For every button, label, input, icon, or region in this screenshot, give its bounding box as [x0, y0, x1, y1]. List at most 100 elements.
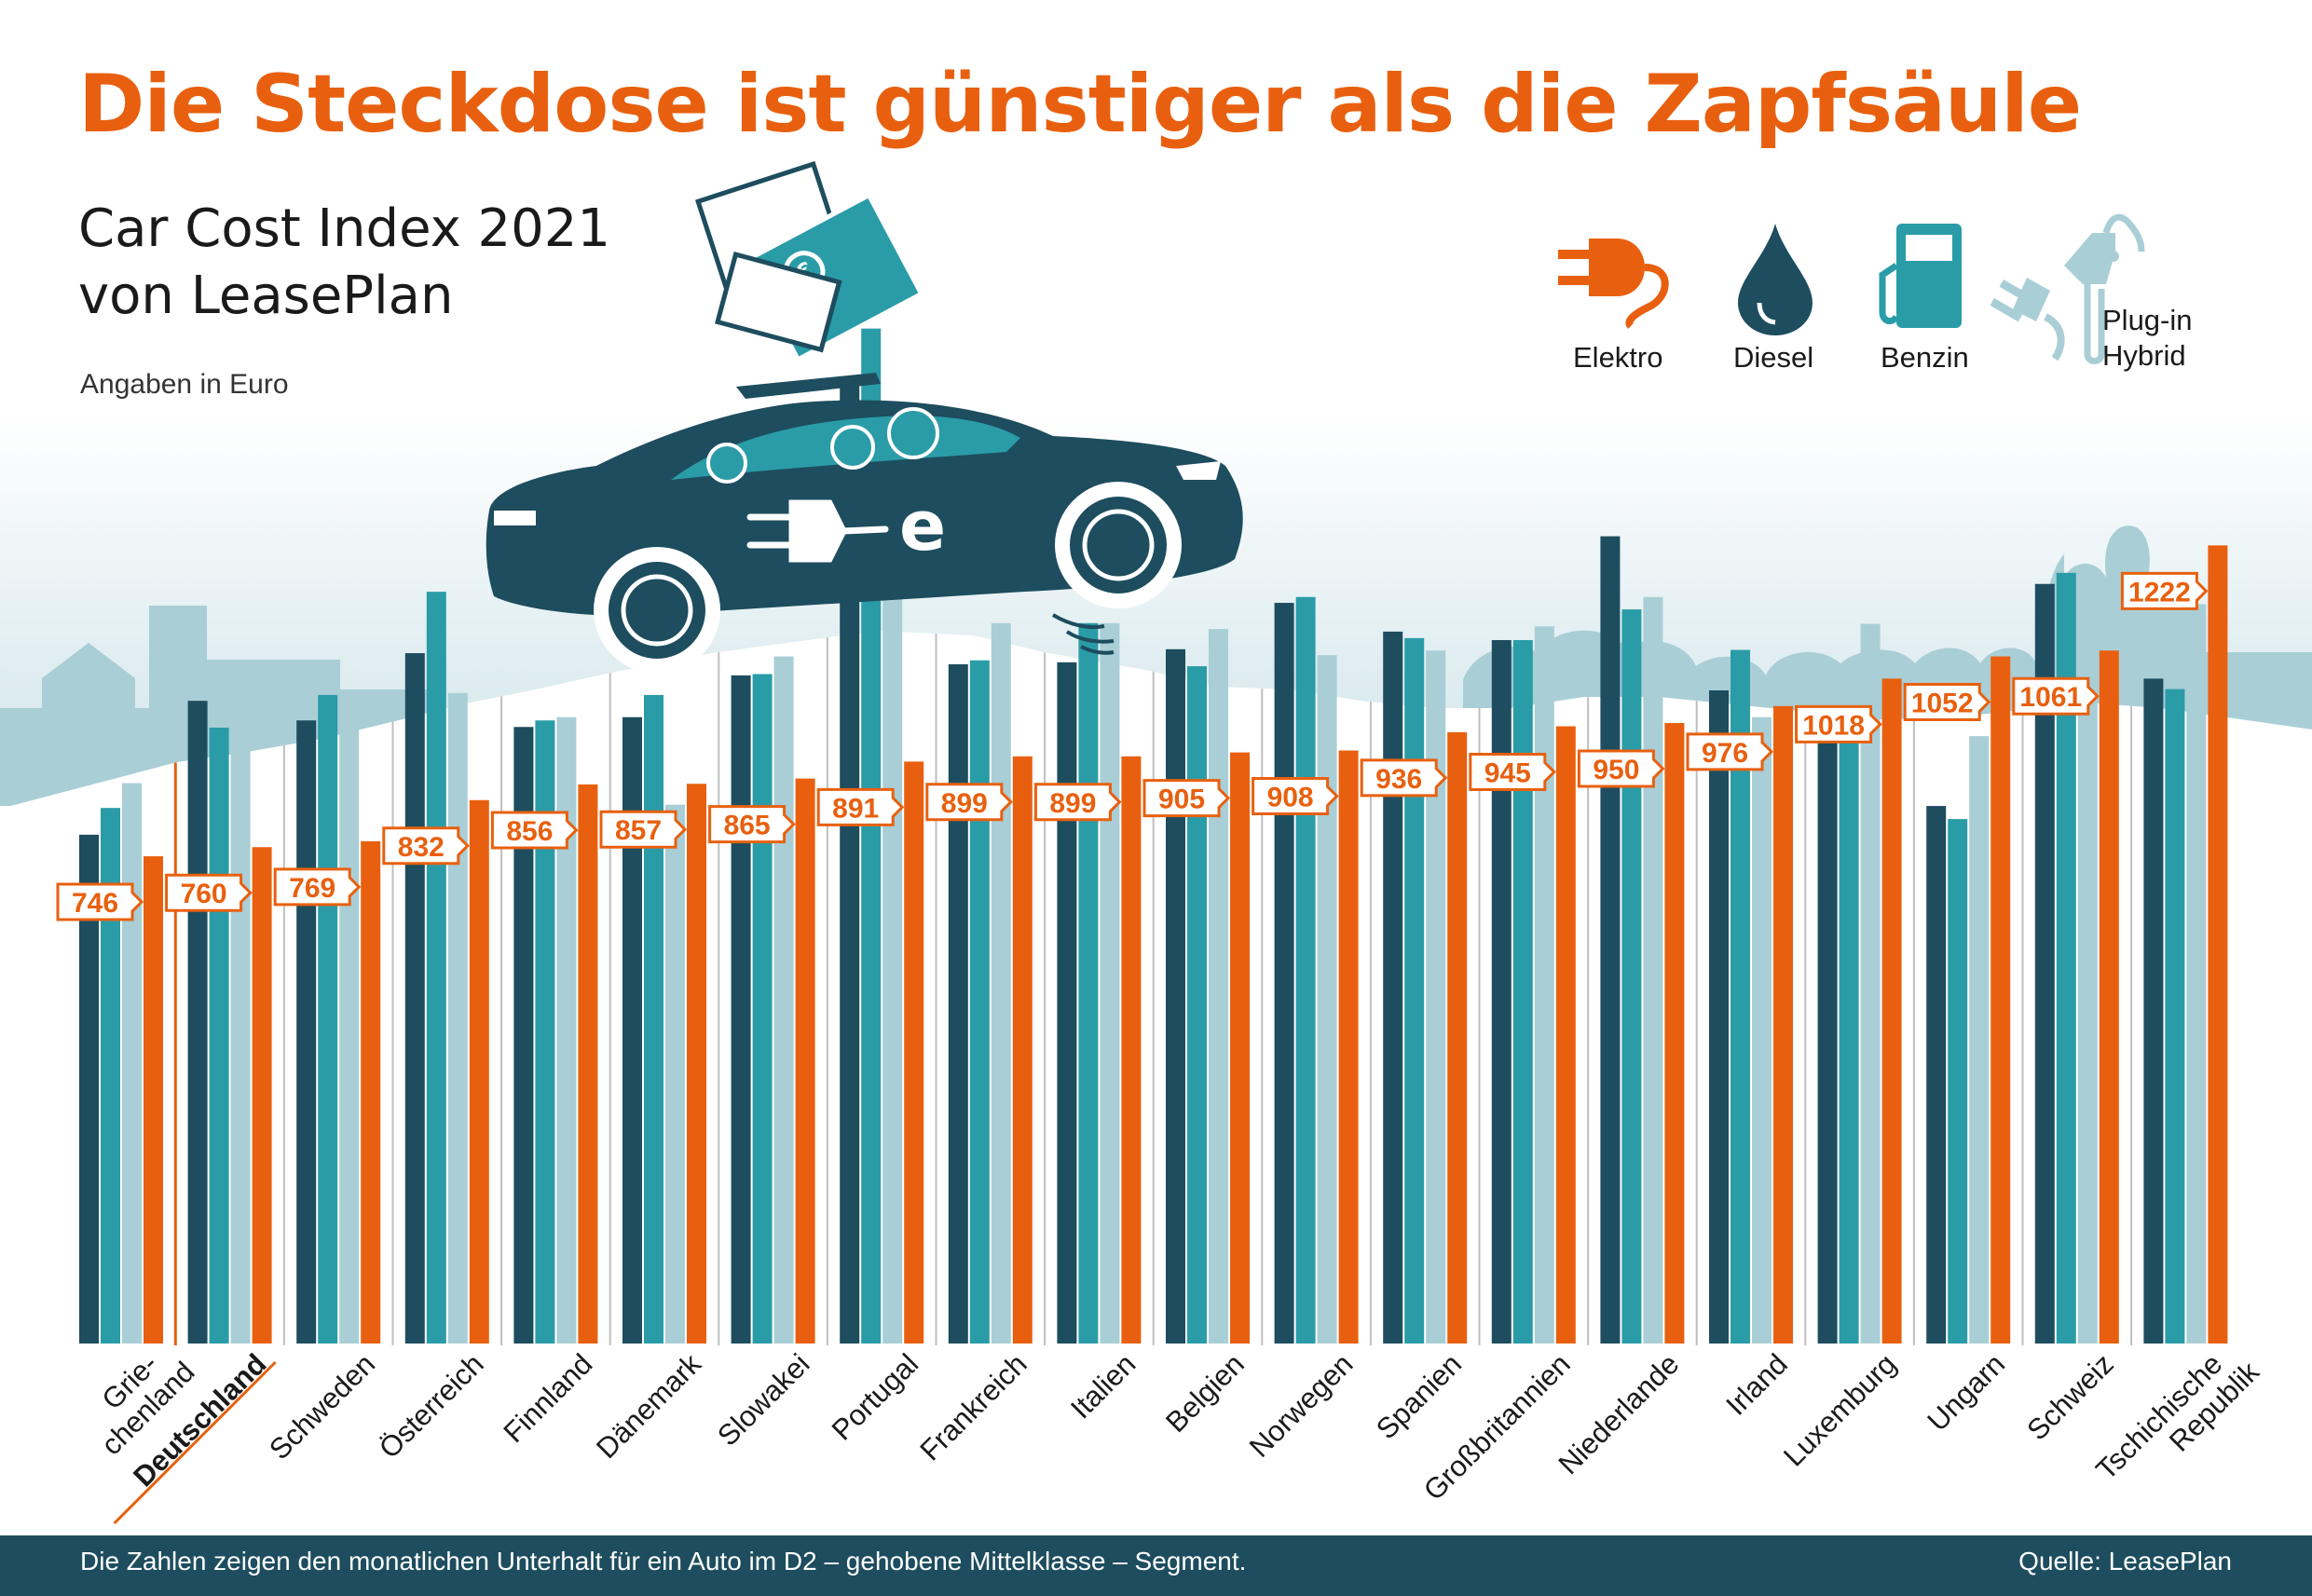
value-label-text: 945 — [1484, 758, 1531, 789]
value-label-box — [56, 882, 144, 921]
value-label-box — [1252, 776, 1339, 815]
bar-plug-in-hybrid — [773, 656, 794, 1344]
footer-source: Quelle: LeasePlan — [2018, 1547, 2232, 1576]
value-label-text: 1222 — [2128, 577, 2191, 607]
bar-benzin — [318, 694, 338, 1344]
bar-diesel — [1600, 536, 1621, 1344]
value-label-text: 865 — [724, 811, 771, 841]
bar-benzin — [1839, 726, 1859, 1344]
bar-chart: 746 760 769 832 856 857 865 891 899 899 905 908 936 9… — [0, 160, 2312, 1525]
front-wheel-rim — [1082, 509, 1155, 581]
value-label-elektro: 832 — [382, 826, 470, 866]
bar-elektro — [361, 840, 381, 1344]
subtitle-line-1: Car Cost Index 2021 — [78, 198, 611, 259]
value-label-elektro: 891 — [816, 787, 905, 826]
bar-plug-in-hybrid — [1860, 623, 1881, 1344]
bar-plug-in-hybrid — [1209, 629, 1228, 1344]
electric-car-illustration: € e — [486, 160, 1243, 674]
bar-diesel — [1274, 603, 1294, 1344]
plug-hose-icon — [1990, 213, 2145, 364]
value-label-text: 1052 — [1911, 689, 1974, 719]
bar-benzin — [1621, 609, 1642, 1344]
value-label-box — [2120, 571, 2209, 610]
value-label-elektro: 950 — [1577, 749, 1665, 788]
bar-elektro — [1121, 756, 1142, 1344]
value-label-elektro: 1061 — [2012, 676, 2100, 716]
bar-diesel — [948, 663, 968, 1344]
value-label-text: 891 — [832, 793, 879, 824]
bar-benzin — [101, 808, 120, 1344]
value-label-box — [1686, 732, 1774, 771]
bar-benzin — [1295, 596, 1316, 1344]
value-label-text: 746 — [72, 888, 118, 919]
bar-elektro — [1773, 705, 1793, 1344]
bar-benzin — [1404, 637, 1425, 1344]
legend-label-elektro: Elektro — [1573, 341, 1663, 374]
e-logo: e — [899, 486, 946, 566]
legend-label-benzin: Benzin — [1881, 341, 1969, 374]
rear-wheel-rim — [621, 574, 693, 647]
value-label-text: 769 — [289, 873, 335, 904]
drop-icon — [1738, 224, 1813, 335]
bar-elektro — [2099, 650, 2119, 1344]
value-label-box — [1577, 749, 1665, 788]
taillight — [494, 511, 536, 525]
value-label-elektro: 769 — [273, 867, 362, 907]
bar-plug-in-hybrid — [991, 622, 1011, 1344]
bar-elektro — [1555, 726, 1576, 1344]
bar-elektro — [904, 761, 924, 1344]
bar-diesel — [1383, 631, 1403, 1344]
bar-plug-in-hybrid — [447, 692, 468, 1344]
value-label-box — [490, 811, 579, 850]
bar-elektro — [1012, 756, 1033, 1344]
bar-benzin — [209, 727, 229, 1344]
value-label-elektro: 857 — [599, 810, 688, 849]
bar-plug-in-hybrid — [882, 573, 903, 1344]
coin-icon — [887, 407, 939, 459]
coin-icon — [830, 425, 875, 470]
value-label-box — [599, 810, 688, 849]
bar-plug-in-hybrid — [556, 716, 577, 1344]
legend-label-plugin-line-1: Plug-in — [2102, 304, 2193, 336]
bar-elektro — [1338, 750, 1359, 1344]
motion-lines — [1051, 613, 1115, 655]
bar-diesel — [296, 720, 317, 1344]
value-labels: 746 760 769 832 856 857 865 891 899 899 905 908 936 9… — [56, 571, 2209, 921]
value-label-elektro: 1018 — [1795, 704, 1882, 743]
bar-elektro — [578, 784, 598, 1344]
bar-benzin — [1512, 640, 1533, 1344]
bar-benzin — [644, 694, 664, 1344]
bar-diesel — [79, 834, 99, 1344]
bar-plug-in-hybrid — [1752, 716, 1772, 1344]
value-label-elektro: 945 — [1469, 753, 1556, 792]
value-label-text: 857 — [615, 815, 662, 846]
bar-plug-in-hybrid — [1643, 596, 1663, 1344]
value-label-text: 1061 — [2019, 682, 2082, 713]
bar-elektro — [1664, 723, 1685, 1344]
value-label-box — [382, 826, 470, 866]
subtitle: Car Cost Index 2021 von LeasePlan — [78, 196, 610, 330]
footer-note: Die Zahlen zeigen den monatlichen Unterh… — [80, 1547, 1247, 1576]
value-label-box — [273, 867, 362, 907]
fuel-pump-icon — [1879, 224, 1962, 328]
bar-benzin — [426, 592, 446, 1344]
value-label-elektro: 936 — [1360, 758, 1448, 798]
value-label-text: 760 — [181, 879, 227, 909]
column-dividers — [173, 634, 2133, 1345]
value-label-box — [165, 873, 253, 912]
value-label-elektro: 1052 — [1903, 683, 1991, 722]
value-label-box — [1360, 758, 1448, 798]
bar-plug-in-hybrid — [122, 783, 142, 1344]
drop-highlight — [1757, 302, 1776, 325]
bar-elektro — [2208, 545, 2228, 1344]
bar-elektro — [1447, 731, 1468, 1344]
value-label-box — [1469, 753, 1556, 792]
page-title: Die Steckdose ist günstiger als die Zapf… — [78, 58, 2082, 151]
bar-diesel — [187, 701, 208, 1344]
value-label-elektro: 905 — [1142, 779, 1231, 818]
value-label-elektro: 865 — [708, 805, 796, 844]
legend-icons — [1558, 213, 2145, 364]
bar-diesel — [840, 383, 860, 1344]
bar-plug-in-hybrid — [1100, 622, 1120, 1344]
